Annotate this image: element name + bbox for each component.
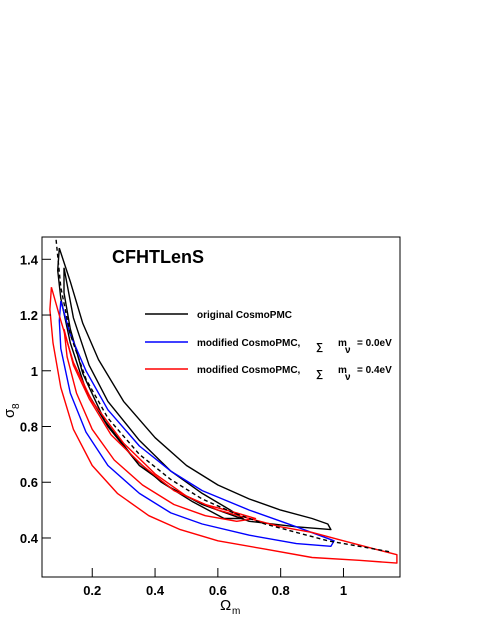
y-tick-label: 0.6 bbox=[20, 475, 38, 490]
plot-frame bbox=[41, 236, 401, 578]
y-tick-label: 1 bbox=[31, 364, 38, 379]
legend-label-mnu-0-prefix: modified CosmoPMC, bbox=[197, 338, 301, 349]
y-tick-label: 1.4 bbox=[20, 252, 39, 267]
legend: original CosmoPMC modified CosmoPMC, ∑ m… bbox=[145, 310, 392, 383]
x-tick-label: 0.2 bbox=[83, 583, 101, 598]
x-axis-title: Ω m bbox=[220, 597, 240, 617]
x-tick-label: 1 bbox=[340, 583, 347, 598]
contour-series-1-0 bbox=[58, 300, 335, 547]
contour-series-0-1 bbox=[63, 267, 244, 520]
legend-label-mnu-04-sum: ∑ bbox=[316, 369, 323, 380]
contour-series-2-1 bbox=[63, 328, 257, 522]
legend-label-original: original CosmoPMC bbox=[197, 310, 292, 321]
legend-label-mnu-0-nu: ν bbox=[345, 345, 351, 356]
y-tick-label: 0.4 bbox=[20, 531, 39, 546]
legend-label-mnu-0-m: m bbox=[338, 338, 347, 349]
legend-label-mnu-04-prefix: modified CosmoPMC, bbox=[197, 365, 301, 376]
x-axis-title-subscript: m bbox=[232, 606, 240, 617]
contours-layer bbox=[49, 239, 398, 564]
x-tick-label: 0.4 bbox=[146, 583, 165, 598]
y-axis-title: σ 8 bbox=[1, 403, 22, 418]
y-tick-label: 0.8 bbox=[20, 420, 38, 435]
y-axis-title-symbol: σ bbox=[1, 408, 18, 418]
chart-title: CFHTLenS bbox=[112, 247, 204, 267]
ticks-layer: 0.2 0.4 0.6 0.8 1 0.4 0.6 0.8 1 1.2 1.4 bbox=[20, 252, 347, 598]
legend-label-mnu-04-suffix: = 0.4eV bbox=[357, 365, 392, 376]
x-axis-title-symbol: Ω bbox=[220, 597, 231, 614]
x-tick-label: 0.8 bbox=[272, 583, 290, 598]
legend-label-mnu-04-nu: ν bbox=[345, 372, 351, 383]
contour-series-3-0 bbox=[55, 239, 391, 553]
legend-label-mnu-0-suffix: = 0.0eV bbox=[357, 338, 392, 349]
y-tick-label: 1.2 bbox=[20, 308, 38, 323]
y-axis-title-subscript: 8 bbox=[11, 403, 22, 409]
x-tick-label: 0.6 bbox=[209, 583, 227, 598]
contour-series-2-0 bbox=[49, 287, 398, 564]
legend-label-mnu-04-m: m bbox=[338, 365, 347, 376]
legend-label-mnu-0-sum: ∑ bbox=[316, 342, 323, 353]
